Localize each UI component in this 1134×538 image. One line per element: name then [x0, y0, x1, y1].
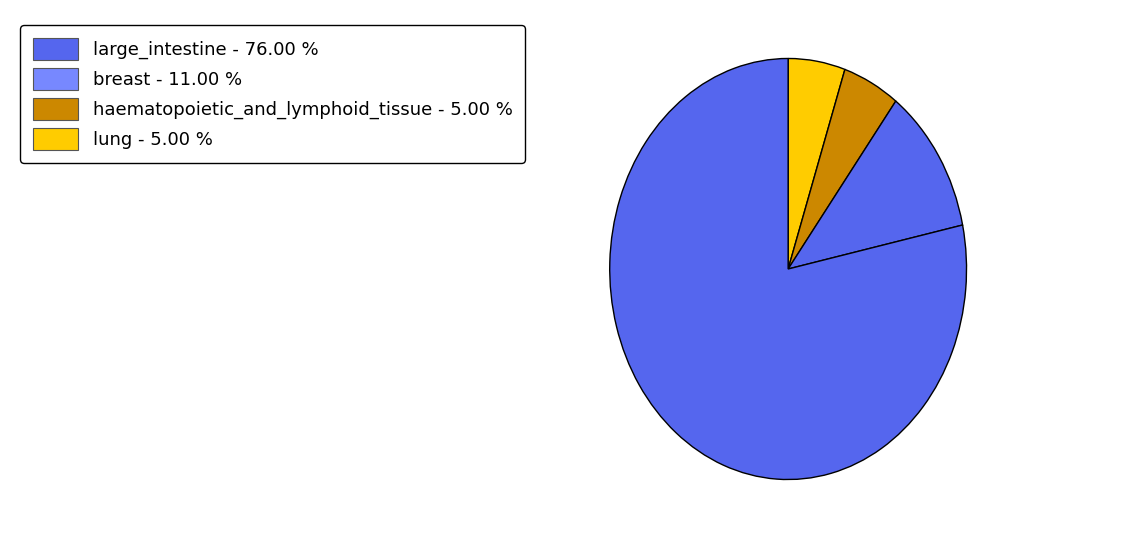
Wedge shape [788, 59, 845, 269]
Legend: large_intestine - 76.00 %, breast - 11.00 %, haematopoietic_and_lymphoid_tissue : large_intestine - 76.00 %, breast - 11.0… [20, 25, 525, 163]
Wedge shape [788, 69, 896, 269]
Wedge shape [788, 101, 963, 269]
Wedge shape [610, 59, 966, 479]
